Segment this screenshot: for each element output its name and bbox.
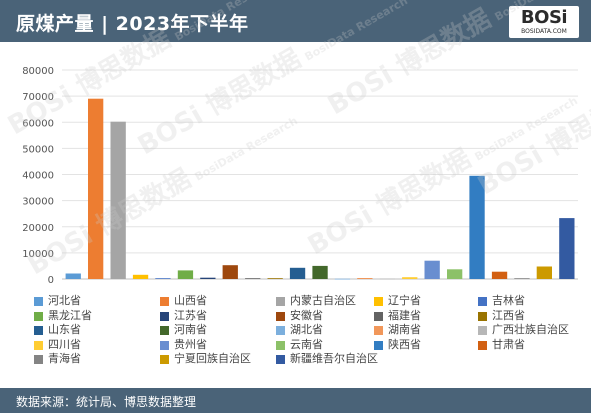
legend-swatch	[34, 355, 43, 364]
legend-swatch	[374, 311, 383, 321]
footer-bar: 数据来源：统计局、博思数据整理	[0, 388, 591, 413]
bar-8	[245, 278, 261, 279]
logo-brand: BOSi	[520, 7, 568, 28]
y-tick-label: 40000	[22, 171, 54, 182]
legend-swatch	[276, 311, 285, 321]
y-tick-label: 50000	[22, 144, 54, 155]
legend-label: 四川省	[48, 337, 81, 351]
legend-label: 辽宁省	[388, 294, 421, 307]
legend-label: 黑龙江省	[48, 308, 92, 322]
y-tick-label: 70000	[22, 92, 54, 103]
bar-10	[289, 267, 306, 279]
legend-label: 新疆维吾尔自治区	[290, 352, 378, 365]
data-source: 数据来源：统计局、博思数据整理	[16, 395, 197, 409]
legend-label: 河南省	[174, 323, 207, 336]
bar-17	[447, 269, 463, 279]
bar-6	[200, 277, 216, 279]
bar-3	[132, 274, 149, 279]
bar-4	[155, 278, 171, 279]
legend-swatch	[276, 326, 285, 335]
legend-label: 福建省	[388, 308, 421, 322]
legend-swatch	[374, 326, 383, 335]
legend-label: 湖南省	[388, 323, 421, 336]
bar-12	[334, 278, 351, 280]
legend-swatch	[276, 340, 285, 350]
logo-url: BOSIDATA.COM	[521, 28, 567, 35]
bar-16	[424, 260, 440, 279]
bar-14	[379, 278, 395, 280]
chart-svg: 0 10000 20000 30000 40000 50000 60000 70000 8000…	[22, 66, 578, 286]
y-tick-label: 60000	[22, 118, 54, 129]
legend-swatch	[160, 355, 169, 364]
legend-swatch	[276, 355, 285, 364]
legend-swatch	[34, 340, 43, 350]
legend-swatch	[478, 311, 487, 321]
legend-swatch	[34, 311, 43, 321]
legend-swatch	[160, 340, 169, 350]
legend-swatch	[478, 340, 487, 350]
legend-label: 河北省	[48, 294, 81, 307]
bar-18	[469, 175, 485, 279]
bar-19	[491, 271, 508, 279]
legend-swatch	[160, 297, 169, 306]
legend-label: 山东省	[48, 323, 81, 336]
page-title: 原煤产量 | 2023年下半年	[16, 13, 249, 35]
legend-swatch	[160, 311, 169, 321]
bar-7	[222, 265, 238, 279]
bar-21	[536, 266, 552, 279]
bosi-logo: BOSi BOSIDATA.COM	[509, 6, 579, 38]
bar-2	[110, 121, 126, 279]
legend-swatch	[276, 297, 285, 306]
legend-swatch	[34, 326, 43, 335]
legend-label: 甘肃省	[492, 337, 525, 351]
legend-label: 广西壮族自治区	[492, 323, 569, 336]
y-axis-ticks: 0 10000 20000 30000 40000 50000 60000 70000 8000…	[22, 66, 54, 286]
legend-swatch	[374, 297, 383, 306]
legend-swatch	[160, 326, 169, 335]
bar-1	[88, 98, 104, 279]
legend-label: 湖北省	[290, 323, 323, 336]
bars	[65, 98, 575, 280]
legend-label: 江西省	[492, 308, 525, 322]
bar-22	[559, 218, 575, 279]
bar-9	[267, 278, 283, 279]
y-tick-label: 80000	[22, 66, 54, 77]
legend-swatch	[478, 326, 487, 335]
y-tick-label: 10000	[22, 249, 54, 260]
y-tick-label: 0	[48, 275, 54, 286]
legend-label: 贵州省	[174, 337, 207, 351]
legend-label: 吉林省	[492, 294, 525, 307]
legend-swatch	[478, 297, 487, 306]
chart-legend: 河北省 山西省 内蒙古自治区 辽宁省 吉林省黑龙江省 江苏省 安徽省 福建省 江西省山东省 河南省…	[0, 290, 591, 386]
header-bar: 原煤产量 | 2023年下半年 BOSi BOSIDATA.COM	[0, 0, 591, 42]
bar-5	[177, 270, 194, 279]
legend-label: 安徽省	[290, 308, 323, 322]
y-tick-label: 20000	[22, 223, 54, 234]
legend-label: 陕西省	[388, 337, 421, 351]
bar-20	[514, 278, 530, 279]
bar-13	[357, 278, 373, 279]
legend-swatch	[34, 297, 43, 306]
legend-label: 云南省	[290, 337, 323, 351]
legend-label: 江苏省	[174, 308, 207, 322]
gridlines	[62, 69, 578, 280]
legend-label: 宁夏回族自治区	[174, 352, 251, 365]
legend-swatch	[374, 340, 383, 350]
y-tick-label: 30000	[22, 197, 54, 208]
legend-label: 青海省	[48, 352, 81, 365]
bar-chart: 0 10000 20000 30000 40000 50000 60000 70000 8000…	[0, 42, 591, 292]
bar-11	[312, 265, 328, 279]
bar-0	[65, 273, 81, 279]
bar-15	[402, 277, 418, 279]
legend-label: 内蒙古自治区	[290, 294, 356, 307]
legend-label: 山西省	[174, 294, 207, 307]
